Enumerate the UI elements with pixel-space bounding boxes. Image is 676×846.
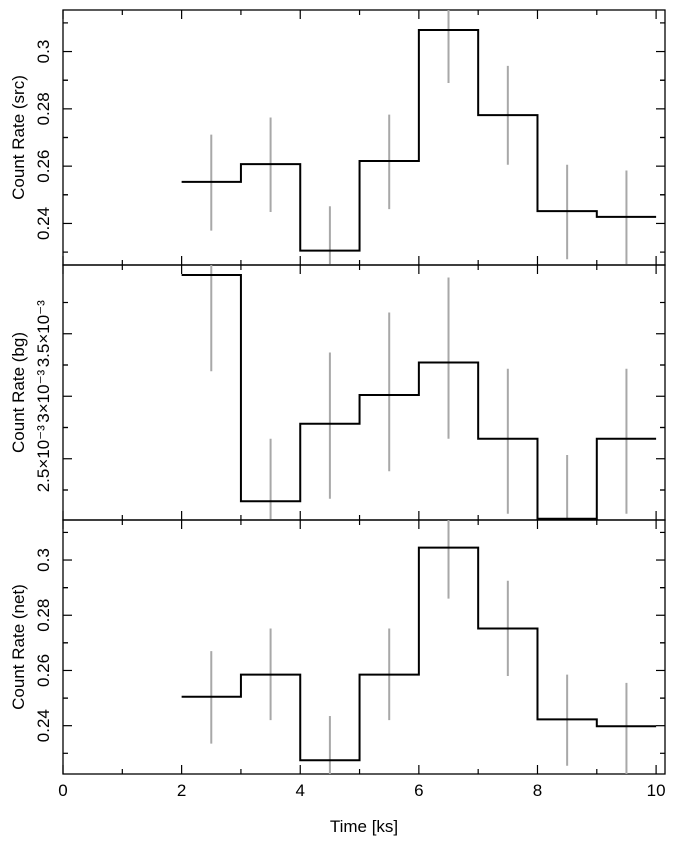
x-tick-label: 6 xyxy=(414,781,423,800)
x-axis-label: Time [ks] xyxy=(330,817,398,836)
panel-2-ytick-label: 0.28 xyxy=(34,599,53,632)
panel-1-frame xyxy=(63,265,665,520)
panel-0-ylabel: Count Rate (src) xyxy=(9,75,28,200)
panel-0-ytick-label: 0.24 xyxy=(34,207,53,240)
x-tick-label: 8 xyxy=(533,781,542,800)
panel-0-frame xyxy=(63,10,665,265)
panel-1-ytick-label: 3.5×10⁻³ xyxy=(34,300,53,367)
panel-1-ylabel: Count Rate (bg) xyxy=(9,332,28,453)
panel-2-ytick-label: 0.24 xyxy=(34,709,53,742)
panel-2-step-line xyxy=(182,548,656,761)
panel-2-ytick-label: 0.26 xyxy=(34,654,53,687)
panel-0-step-line xyxy=(182,30,656,251)
panel-0-ytick-label: 0.28 xyxy=(34,92,53,125)
panel-1-ytick-label: 2.5×10⁻³ xyxy=(34,425,53,492)
x-tick-label: 0 xyxy=(58,781,67,800)
panel-2-ytick-label: 0.3 xyxy=(34,548,53,572)
x-tick-label: 4 xyxy=(296,781,305,800)
panel-1-step-line xyxy=(182,275,656,519)
panel-0-ytick-label: 0.3 xyxy=(34,40,53,64)
panel-0-ytick-label: 0.26 xyxy=(34,150,53,183)
x-tick-label: 2 xyxy=(177,781,186,800)
panel-2-ylabel: Count Rate (net) xyxy=(9,584,28,710)
x-tick-label: 10 xyxy=(647,781,666,800)
panel-1-ytick-label: 3×10⁻³ xyxy=(34,369,53,422)
panel-2-frame xyxy=(63,520,665,774)
